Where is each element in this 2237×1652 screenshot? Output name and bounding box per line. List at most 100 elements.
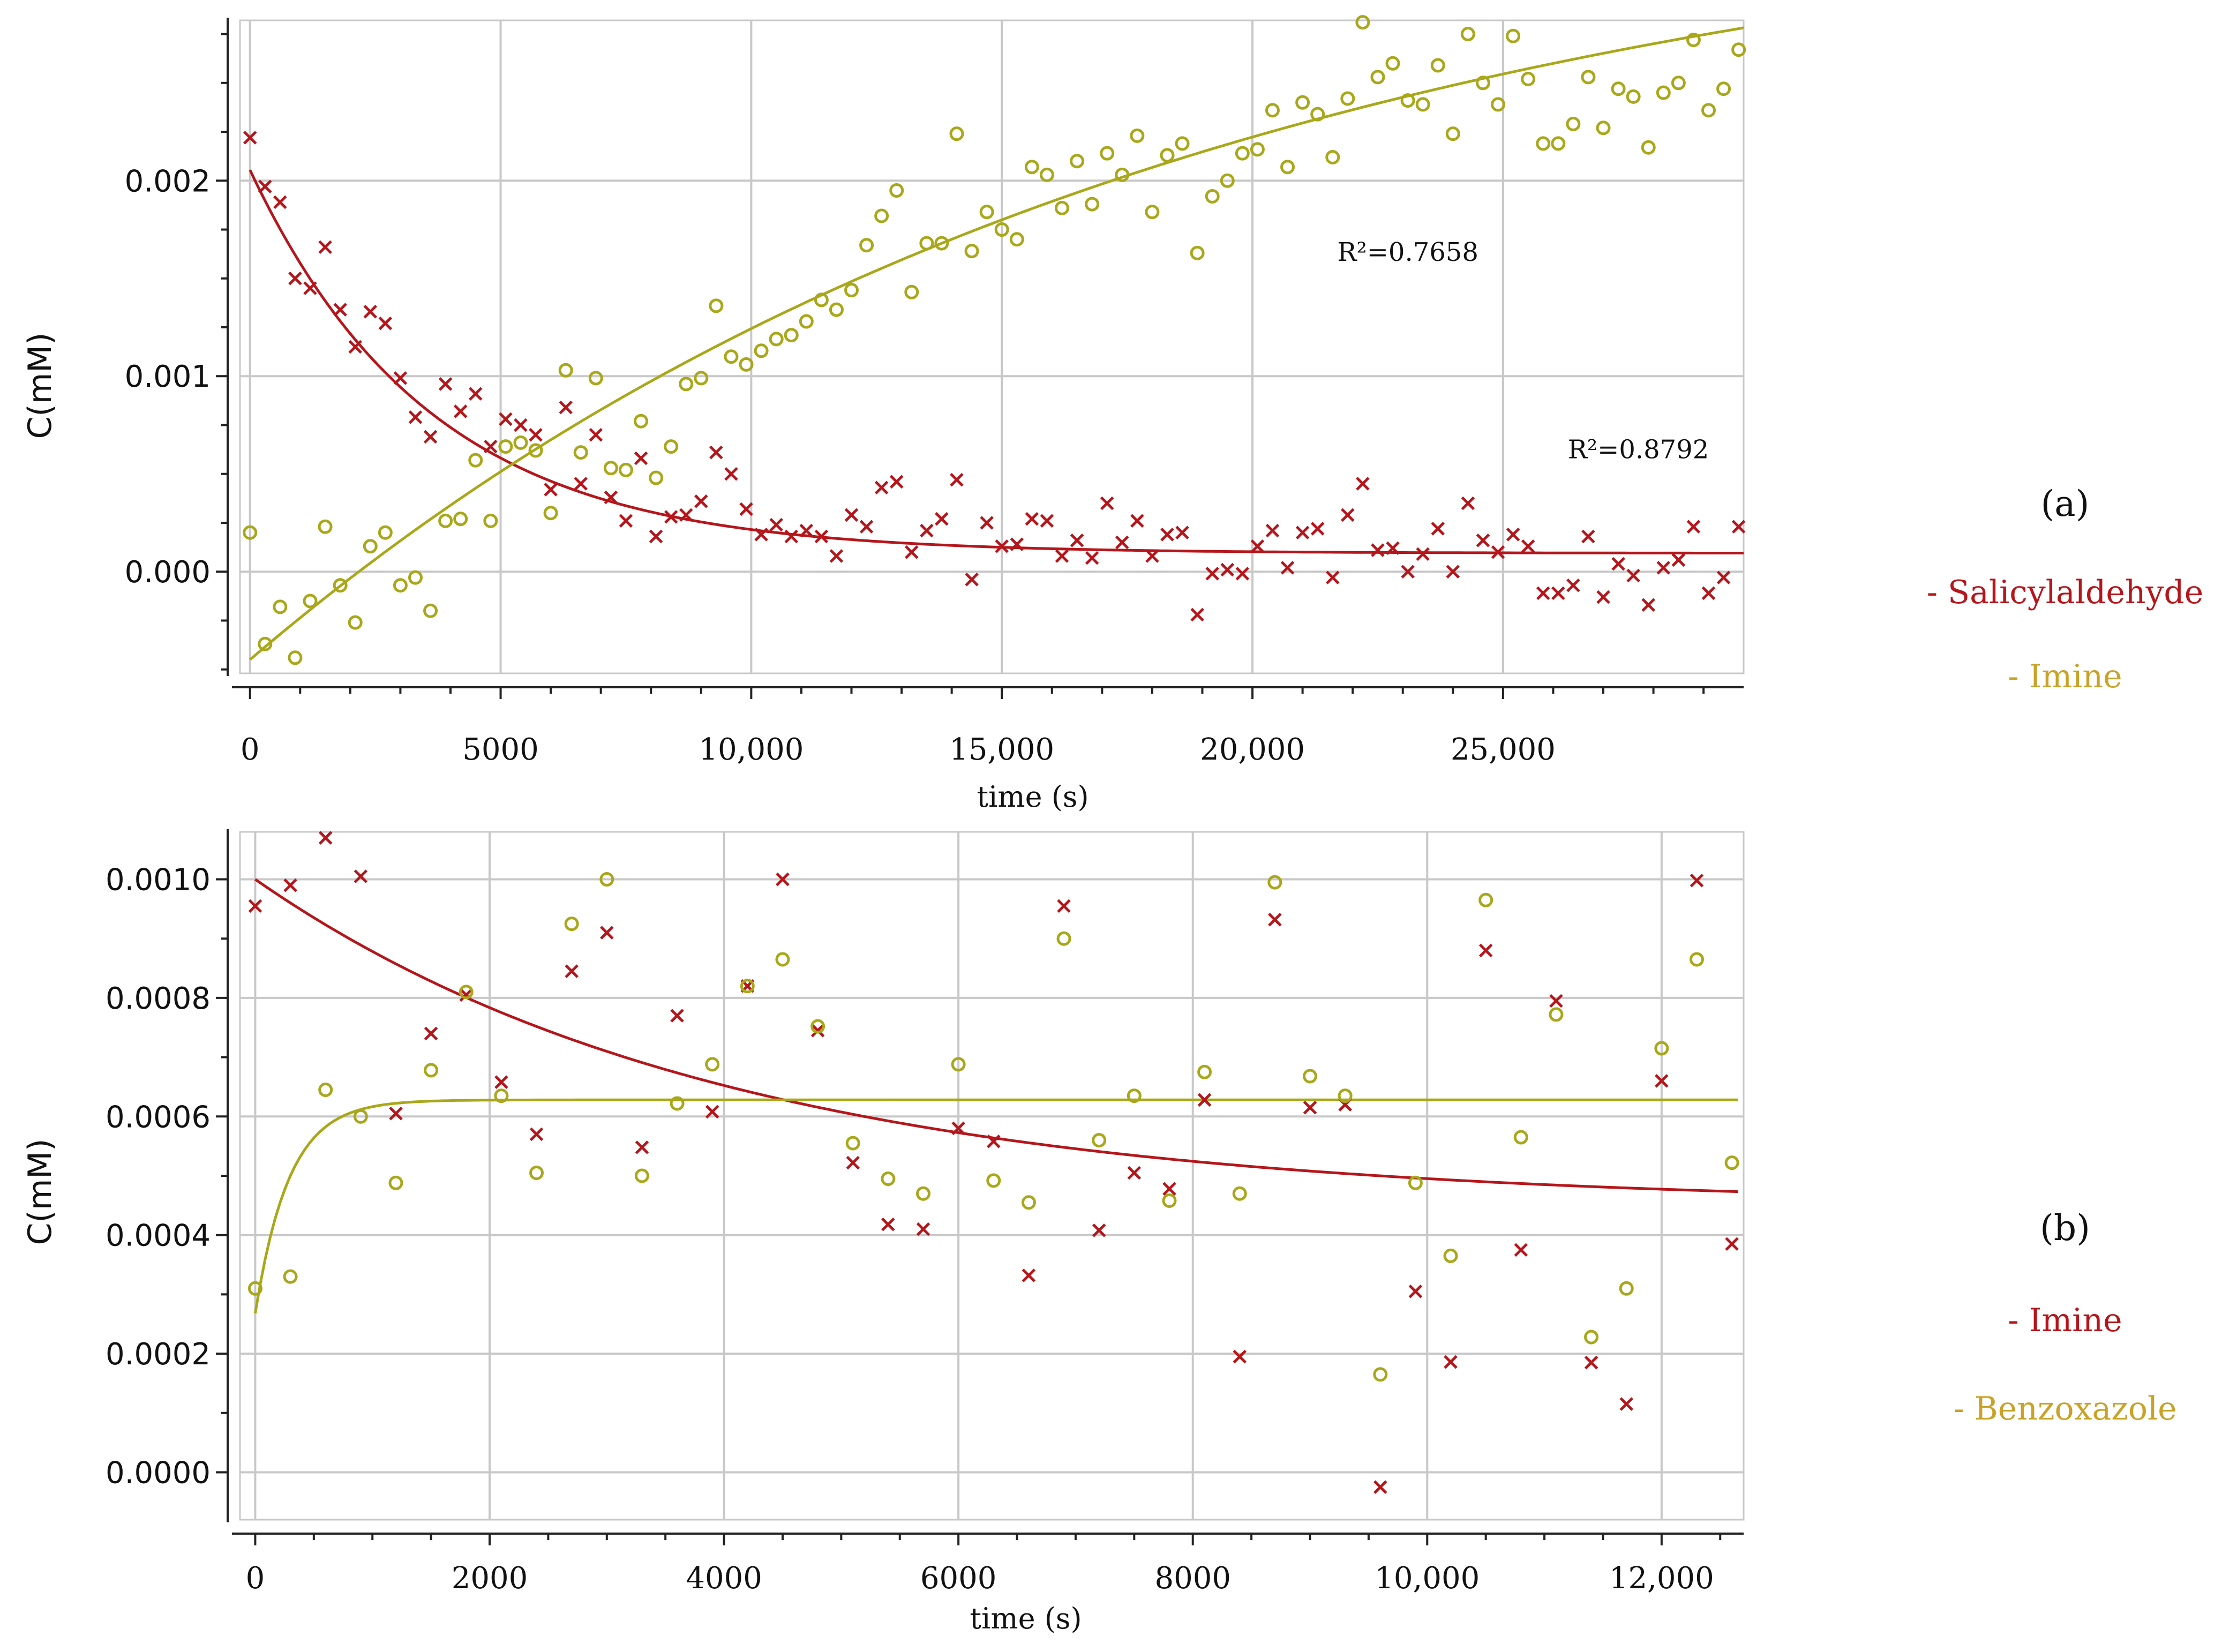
- data-point-circle-marker: [283, 1269, 298, 1284]
- data-point-circle-marker: [353, 1109, 368, 1124]
- y-tick-label: 0.0010: [106, 863, 211, 898]
- data-point-x-marker: [1701, 586, 1716, 600]
- data-point-x-marker: [1581, 529, 1595, 544]
- data-point-circle-marker: [1701, 103, 1716, 118]
- data-point-x-marker: [1235, 567, 1250, 581]
- data-point-x-marker: [739, 502, 753, 516]
- data-point-circle-marker: [1127, 1088, 1142, 1103]
- data-point-circle-marker: [378, 525, 393, 540]
- r-squared-annotation: R²=0.8792: [1568, 435, 1709, 465]
- data-point-x-marker: [318, 240, 332, 254]
- data-point-x-marker: [1619, 1397, 1633, 1411]
- data-point-circle-marker: [1220, 173, 1235, 188]
- data-point-x-marker: [1175, 525, 1189, 539]
- x-tick-label: 8000: [1154, 1561, 1231, 1596]
- data-point-circle-marker: [1626, 89, 1641, 104]
- data-point-circle-marker: [844, 283, 859, 298]
- data-point-circle-marker: [1581, 70, 1596, 85]
- panel-b-grid: [239, 831, 1745, 1521]
- data-point-x-marker: [424, 1026, 438, 1041]
- panel-a-ticks: 0.000 0.001 0.002 0 5000 10,000 15,000 20,000 25…: [125, 18, 1744, 767]
- data-point-x-marker: [529, 1127, 544, 1142]
- data-point-x-marker: [1233, 1349, 1247, 1364]
- data-point-x-marker: [559, 400, 573, 415]
- data-point-circle-marker: [634, 1168, 649, 1183]
- data-point-circle-marker: [603, 461, 618, 476]
- data-point-x-marker: [288, 271, 302, 286]
- data-point-x-marker: [600, 926, 614, 940]
- data-point-circle-marker: [845, 1136, 860, 1151]
- data-point-circle-marker: [799, 314, 814, 329]
- panel-b-legend-benzoxazole: - Benzoxazole: [1953, 1390, 2176, 1428]
- data-point-circle-marker: [1232, 1186, 1247, 1201]
- data-point-x-marker: [905, 545, 919, 559]
- data-point-x-marker: [1310, 522, 1325, 536]
- data-point-circle-marker: [393, 578, 408, 593]
- data-point-circle-marker: [363, 539, 378, 554]
- data-point-circle-marker: [916, 1186, 931, 1201]
- data-point-circle-marker: [468, 453, 483, 468]
- data-point-circle-marker: [1408, 1175, 1423, 1190]
- data-point-circle-marker: [1445, 126, 1460, 141]
- data-point-circle-marker: [709, 298, 724, 313]
- data-point-circle-marker: [649, 470, 664, 485]
- data-point-circle-marker: [705, 1057, 720, 1072]
- data-point-circle-marker: [1092, 1133, 1107, 1148]
- data-point-circle-marker: [1475, 76, 1490, 91]
- x-tick-label: 6000: [920, 1561, 997, 1596]
- data-point-x-marker: [635, 1140, 649, 1154]
- data-point-circle-marker: [1654, 1041, 1669, 1056]
- data-point-circle-marker: [1145, 205, 1160, 220]
- data-point-circle-marker: [1056, 931, 1071, 946]
- y-tick-label: 0.001: [125, 359, 211, 394]
- data-point-circle-marker: [1460, 27, 1475, 42]
- panel-a-legend-imine: - Imine: [2008, 658, 2122, 695]
- fit-curve: [249, 26, 1744, 661]
- data-point-x-marker: [776, 872, 790, 887]
- data-point-circle-marker: [1265, 103, 1280, 118]
- data-point-x-marker: [649, 529, 663, 544]
- data-point-circle-marker: [1085, 197, 1100, 212]
- data-point-circle-marker: [388, 1175, 403, 1190]
- data-point-x-marker: [694, 494, 708, 508]
- data-point-x-marker: [1303, 1100, 1317, 1115]
- panel-b-chart: 0.0000 0.0002 0.0004 0.0006 0.0008 0.0010 0 200…: [21, 829, 1745, 1635]
- data-point-circle-marker: [769, 332, 784, 347]
- data-point-circle-marker: [573, 445, 588, 460]
- data-point-x-marker: [499, 412, 513, 426]
- data-point-x-marker: [1057, 899, 1071, 913]
- data-point-x-marker: [980, 516, 994, 530]
- data-point-circle-marker: [1566, 116, 1581, 131]
- data-point-circle-marker: [588, 371, 603, 386]
- data-point-circle-marker: [529, 1165, 544, 1180]
- data-point-circle-marker: [348, 615, 363, 630]
- data-point-x-marker: [799, 523, 814, 538]
- data-point-x-marker: [1725, 1237, 1739, 1251]
- data-point-x-marker: [709, 445, 723, 460]
- data-point-x-marker: [664, 510, 678, 524]
- data-point-circle-marker: [1430, 58, 1445, 73]
- data-point-circle-marker: [1160, 148, 1175, 163]
- data-point-circle-marker: [754, 343, 769, 358]
- x-tick-label: 2000: [452, 1561, 528, 1596]
- data-point-circle-marker: [1039, 167, 1054, 182]
- data-point-circle-marker: [889, 183, 904, 198]
- data-point-circle-marker: [810, 1019, 825, 1034]
- data-point-x-marker: [1295, 525, 1310, 539]
- data-point-x-marker: [589, 427, 603, 442]
- data-point-x-marker: [438, 377, 453, 391]
- data-point-circle-marker: [951, 1057, 966, 1072]
- data-point-circle-marker: [1415, 97, 1430, 112]
- data-point-circle-marker: [1551, 136, 1566, 151]
- data-point-x-marker: [544, 483, 558, 497]
- data-point-circle-marker: [724, 349, 739, 364]
- data-point-x-marker: [1461, 496, 1475, 510]
- data-point-circle-marker: [1325, 149, 1340, 164]
- data-point-circle-marker: [599, 872, 614, 887]
- data-point-circle-marker: [979, 205, 994, 220]
- data-point-x-marker: [1325, 570, 1340, 584]
- data-point-x-marker: [1731, 520, 1746, 534]
- data-point-x-marker: [484, 439, 498, 454]
- data-point-circle-marker: [453, 512, 468, 527]
- y-tick-label: 0.002: [125, 164, 211, 199]
